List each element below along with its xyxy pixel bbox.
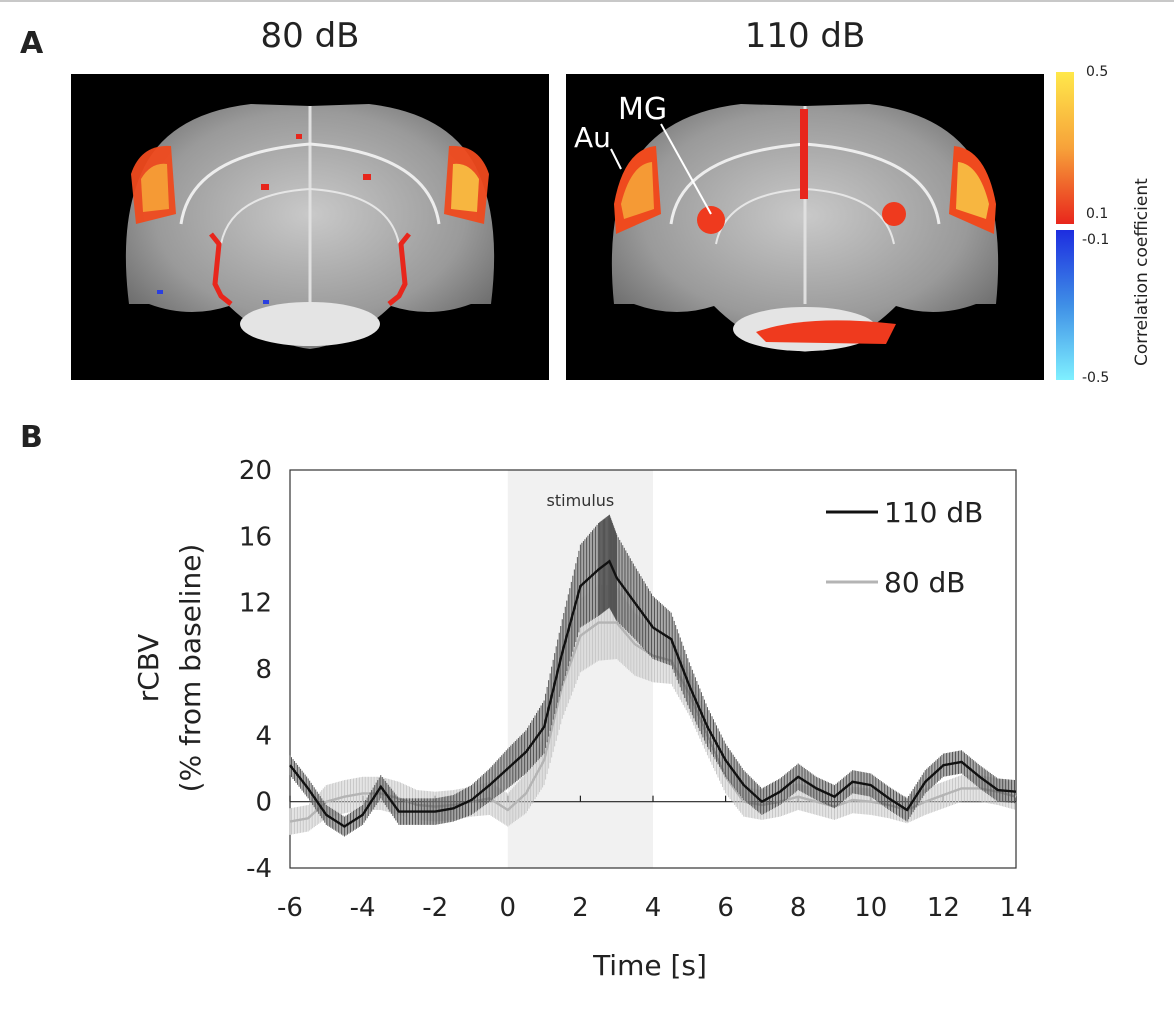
brain-map-110db: MG Au bbox=[566, 74, 1044, 380]
x-tick-label: 14 bbox=[999, 893, 1032, 923]
au-pointer-line bbox=[610, 148, 622, 170]
y-tick-label: 16 bbox=[239, 522, 272, 552]
x-tick-label: 8 bbox=[790, 893, 807, 923]
y-tick-label: 8 bbox=[255, 655, 272, 685]
map-title-80db: 80 dB bbox=[260, 16, 360, 56]
mg-pointer-line bbox=[660, 123, 712, 215]
x-axis-title: Time [s] bbox=[592, 949, 707, 982]
annotation-au: Au bbox=[574, 121, 611, 154]
x-tick-label: 0 bbox=[500, 893, 517, 923]
x-tick-label: -6 bbox=[277, 893, 303, 923]
y-tick-label: 0 bbox=[255, 788, 272, 818]
x-tick-label: 4 bbox=[645, 893, 662, 923]
colorbar-positive bbox=[1056, 72, 1074, 224]
y-tick-label: 20 bbox=[239, 456, 272, 486]
x-tick-label: 6 bbox=[717, 893, 734, 923]
panel-b-label: B bbox=[20, 420, 43, 455]
y-tick-label: -4 bbox=[246, 854, 272, 884]
y-tick-label: 12 bbox=[239, 589, 272, 619]
x-tick-label: 12 bbox=[927, 893, 960, 923]
y-axis-title-line1: rCBV bbox=[132, 634, 165, 703]
x-tick-label: 2 bbox=[572, 893, 589, 923]
panel-a-label: A bbox=[20, 26, 44, 61]
top-rule bbox=[0, 0, 1174, 2]
colorbar-label-neg-min: -0.1 bbox=[1082, 232, 1110, 248]
legend-label-110db: 110 dB bbox=[884, 496, 983, 529]
x-tick-label: -4 bbox=[350, 893, 376, 923]
y-tick-label: 4 bbox=[255, 721, 272, 751]
plot-frame bbox=[289, 469, 1017, 869]
x-tick-label: -2 bbox=[422, 893, 448, 923]
map-title-110db: 110 dB bbox=[744, 16, 866, 56]
colorbar-label-max: 0.5 bbox=[1086, 64, 1109, 80]
x-tick-label: 10 bbox=[854, 893, 887, 923]
series-line-110db bbox=[289, 559, 1017, 828]
y-axis-title-line2: (% from baseline) bbox=[174, 544, 207, 793]
stimulus-label: stimulus bbox=[547, 491, 615, 510]
annotation-mg: MG bbox=[618, 92, 667, 127]
colorbar-label-min: -0.5 bbox=[1082, 370, 1110, 386]
colorbar-negative bbox=[1056, 230, 1074, 380]
legend-label-80db: 80 dB bbox=[884, 566, 966, 599]
brain-map-80db bbox=[71, 74, 549, 380]
colorbar-label-pos-min: 0.1 bbox=[1086, 206, 1109, 222]
